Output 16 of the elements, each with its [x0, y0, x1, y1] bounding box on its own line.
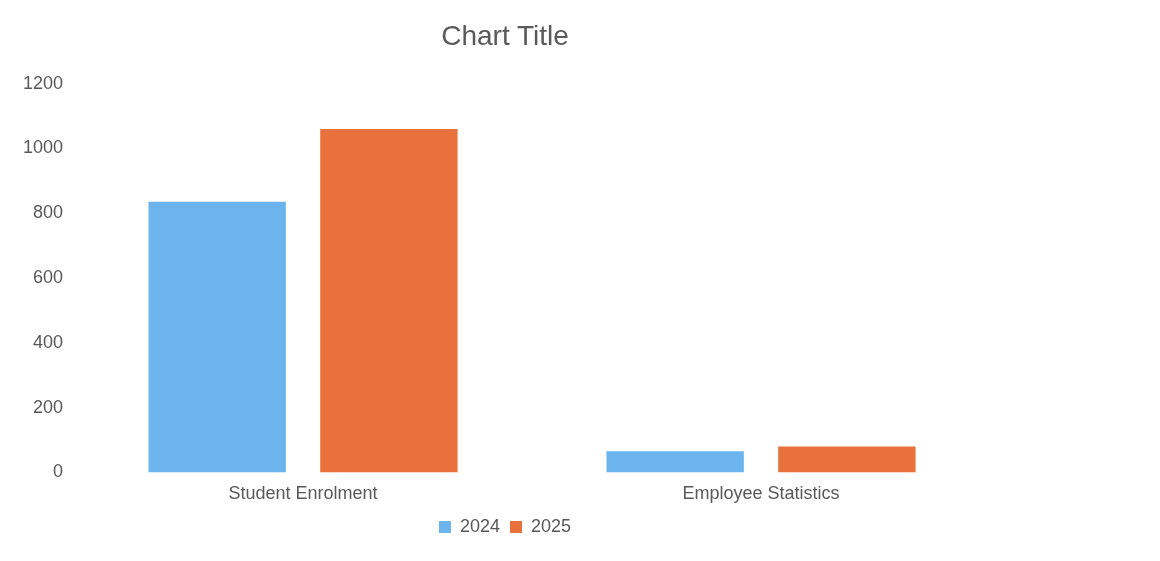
bar: [148, 201, 286, 473]
x-tick-label: Student Enrolment: [228, 483, 378, 504]
y-tick-label: 1200: [23, 72, 64, 93]
legend-label: 2025: [531, 515, 572, 536]
y-tick-label: 1000: [23, 137, 64, 158]
bar: [320, 128, 458, 473]
y-tick-label: 800: [33, 202, 64, 223]
bar: [606, 451, 744, 473]
legend-label: 2024: [459, 515, 500, 536]
y-tick-label: 200: [33, 396, 64, 417]
chart-title: Chart Title: [441, 19, 569, 51]
y-tick-label: 400: [33, 331, 64, 352]
y-tick-label: 600: [33, 266, 64, 287]
y-tick-label: 0: [53, 461, 64, 482]
bar: [778, 446, 916, 473]
x-tick-label: Employee Statistics: [682, 483, 840, 504]
